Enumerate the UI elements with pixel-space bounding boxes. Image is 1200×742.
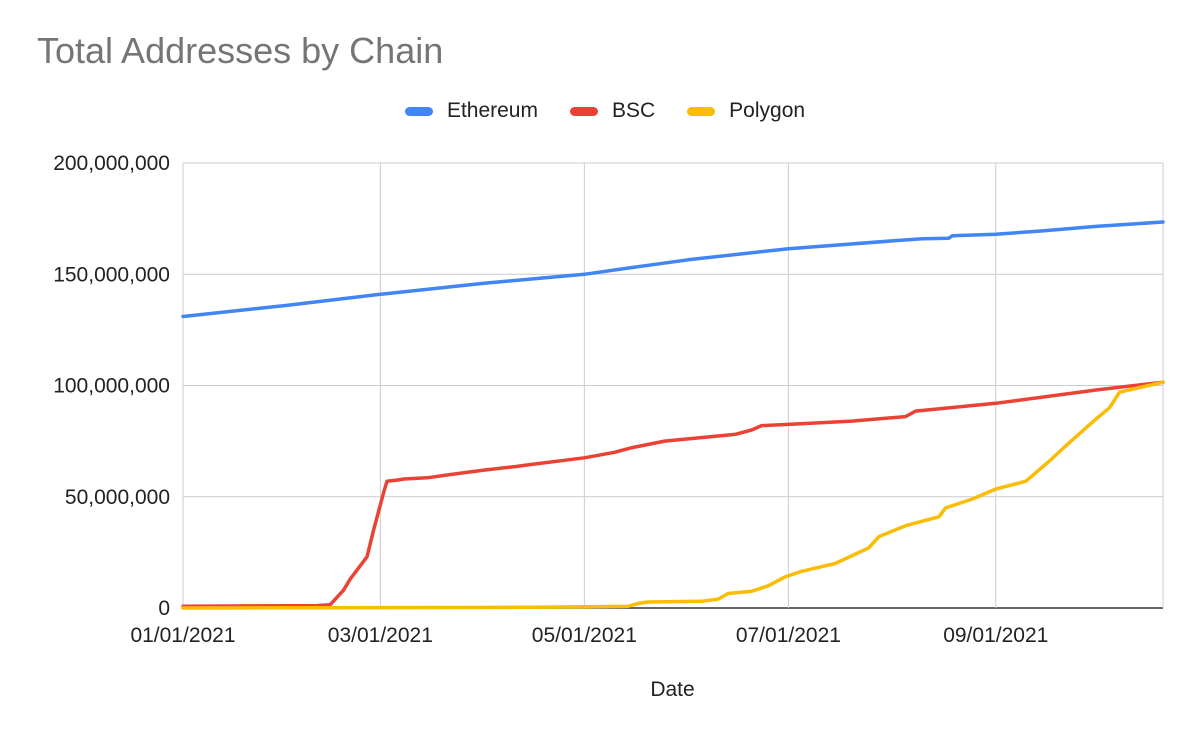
- x-tick-label-1: 03/01/2021: [328, 624, 433, 647]
- legend-label-bsc: BSC: [611, 99, 656, 122]
- series-line-polygon: [181, 380, 1165, 610]
- x-axis-title: Date: [650, 678, 695, 701]
- legend-swatch-bsc: [569, 106, 598, 116]
- legend: Ethereum BSC Polygon: [0, 99, 1200, 123]
- series-line-bsc: [181, 380, 1165, 608]
- legend-item-ethereum: Ethereum: [404, 99, 538, 123]
- y-tick-label-2: 100,000,000: [53, 375, 170, 398]
- legend-swatch-polygon: [687, 106, 716, 116]
- legend-label-ethereum: Ethereum: [446, 99, 538, 122]
- x-tick-label-0: 01/01/2021: [130, 624, 235, 647]
- y-tick-label-3: 150,000,000: [53, 263, 170, 286]
- chart-title: Total Addresses by Chain: [37, 30, 444, 71]
- legend-item-bsc: BSC: [569, 99, 656, 123]
- y-tick-label-4: 200,000,000: [53, 152, 170, 175]
- x-tick-label-2: 05/01/2021: [532, 624, 637, 647]
- y-tick-label-1: 50,000,000: [65, 486, 170, 509]
- x-tick-label-3: 07/01/2021: [736, 624, 841, 647]
- legend-label-polygon: Polygon: [729, 99, 806, 122]
- y-tick-label-0: 0: [158, 597, 170, 620]
- x-tick-label-4: 09/01/2021: [943, 624, 1048, 647]
- legend-swatch-ethereum: [404, 106, 433, 116]
- legend-item-polygon: Polygon: [687, 99, 805, 123]
- series-line-ethereum: [181, 220, 1165, 319]
